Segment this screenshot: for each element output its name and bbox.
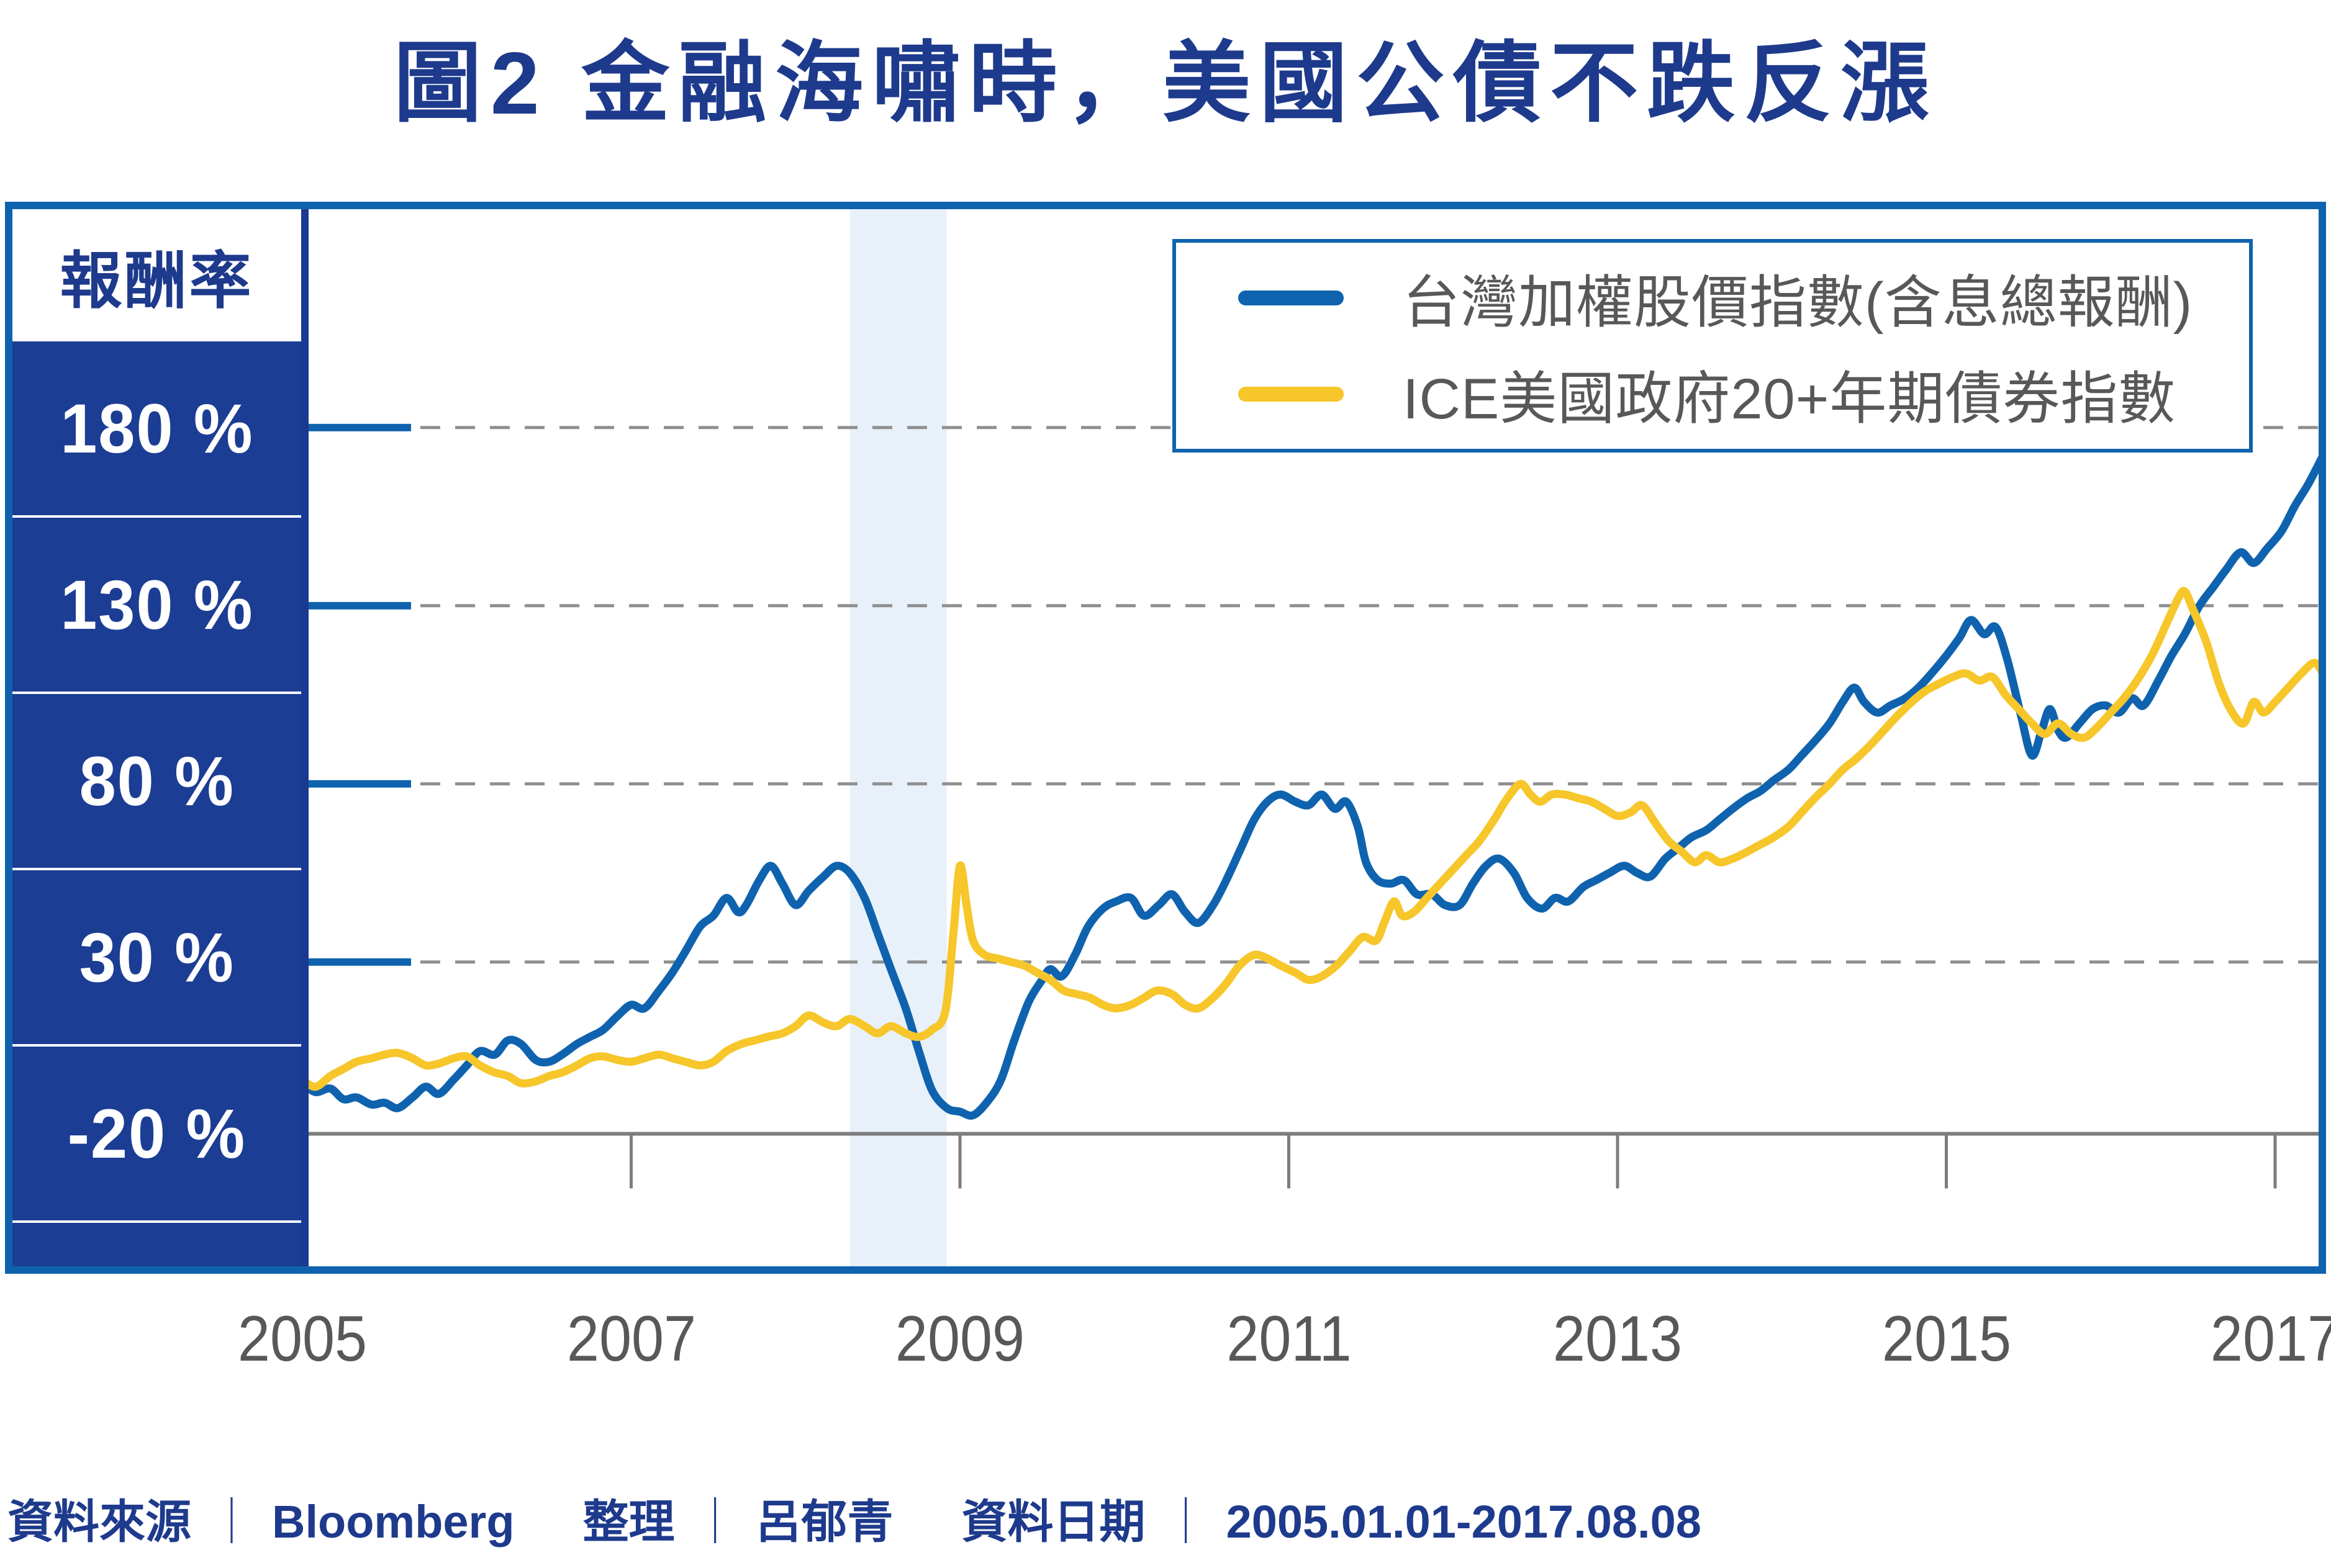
source-item-label: 資料日期 (961, 1496, 1146, 1548)
crisis-highlight-band (849, 209, 947, 1266)
y-axis-tick-label: 30 % (79, 918, 235, 996)
y-axis-tick-mark (309, 602, 411, 610)
y-axis-title: 報酬率 (60, 246, 254, 316)
y-axis-tick-label-row: 180 % (12, 341, 301, 518)
y-axis-tick-label-row: -20 % (12, 1047, 301, 1223)
x-axis-tick-label: 2011 (1226, 1303, 1352, 1375)
chart-frame: 報酬率 180 % 130 % 80 % 30 % -20 % 台灣加權股價指數(含息總… (5, 202, 2327, 1274)
source-item: 整理 ｜ 呂郁青 (583, 1485, 894, 1551)
legend-item: ICE美國政府20+年期債券指數 (1238, 353, 2249, 435)
y-axis-tick-label-row: 80 % (12, 694, 301, 870)
y-axis-tick-labels: 180 % 130 % 80 % 30 % -20 % (12, 341, 301, 1223)
y-axis-tick-mark (309, 958, 411, 966)
y-axis-tick-mark (309, 780, 411, 788)
x-axis-tick-label: 2009 (895, 1303, 1025, 1375)
plot-area (298, 209, 2327, 1266)
source-item-value: 呂郁青 (755, 1496, 894, 1548)
x-axis-tick-label: 2005 (237, 1303, 368, 1375)
legend-item: 台灣加權股價指數(含息總報酬) (1238, 256, 2249, 339)
source-item: 資料來源 ｜ Bloomberg (7, 1485, 515, 1551)
taiwan-stock-index-line (298, 452, 2327, 1120)
source-separator: ｜ (692, 1496, 738, 1548)
y-axis-tick-label-row: 30 % (12, 870, 301, 1047)
legend-label: ICE美國政府20+年期債券指數 (1403, 367, 2176, 431)
x-axis-tick-label: 2013 (1552, 1303, 1683, 1375)
y-axis-tick-label: 180 % (60, 389, 254, 467)
source-item-value: 2005.01.01-2017.08.08 (1226, 1496, 1701, 1548)
legend: 台灣加權股價指數(含息總報酬) ICE美國政府20+年期債券指數 (1172, 239, 2253, 453)
source-item-label: 整理 (582, 1496, 675, 1548)
figure-title: 圖2 金融海嘯時，美國公債不跌反漲 (393, 34, 1938, 133)
y-axis-tick-label-row: 130 % (12, 518, 301, 694)
source-item-label: 資料來源 (7, 1496, 191, 1548)
source-item: 資料日期 ｜ 2005.01.01-2017.08.08 (962, 1485, 1701, 1551)
line-chart (298, 209, 2327, 1266)
source-line: 資料來源 ｜ Bloomberg 整理 ｜ 呂郁青 資料日期 ｜ 2005.01.01-2017… (7, 1485, 2305, 1551)
source-separator: ｜ (1162, 1496, 1209, 1548)
x-axis-labels: 2005 2007 2009 2011 2013 2015 2017 (0, 1302, 2331, 1377)
y-axis-tick-label: 80 % (79, 742, 235, 820)
y-axis-panel: 報酬率 180 % 130 % 80 % 30 % -20 % (12, 209, 309, 1266)
y-axis-tick-label: -20 % (67, 1094, 247, 1173)
y-axis-title-box: 報酬率 (12, 209, 301, 341)
x-axis-tick-label: 2015 (1881, 1303, 2011, 1375)
legend-line-swatch (1238, 290, 1344, 305)
legend-label: 台灣加權股價指數(含息總報酬) (1403, 271, 2193, 335)
legend-line-swatch (1238, 386, 1344, 402)
y-axis-tick-mark (309, 423, 411, 431)
source-item-value: Bloomberg (272, 1496, 515, 1548)
source-separator: ｜ (209, 1496, 255, 1548)
us-bond-index-line (298, 587, 2327, 1091)
x-axis-tick-label: 2007 (566, 1303, 696, 1375)
x-axis-tick-label: 2017 (2210, 1303, 2331, 1375)
y-axis-tick-label: 130 % (60, 565, 254, 644)
